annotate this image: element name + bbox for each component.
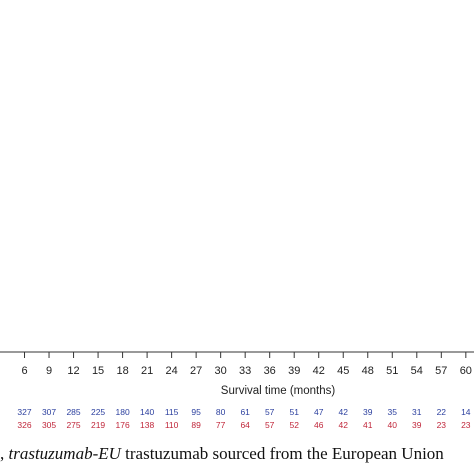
- risk-count: 47: [314, 407, 324, 417]
- caption-text: trastuzumab sourced from the European Un…: [120, 444, 444, 463]
- risk-count: 42: [339, 407, 349, 417]
- risk-count: 115: [165, 407, 179, 417]
- x-tick-label: 27: [190, 365, 202, 377]
- x-tick-label: 42: [313, 365, 325, 377]
- x-tick-label: 57: [435, 365, 447, 377]
- risk-count: 22: [437, 407, 447, 417]
- figure-caption: , trastuzumab-EU trastuzumab sourced fro…: [0, 444, 474, 474]
- risk-count: 80: [216, 407, 226, 417]
- x-tick-label: 48: [362, 365, 374, 377]
- risk-count: 64: [240, 420, 250, 430]
- risk-count: 40: [388, 420, 398, 430]
- risk-count: 57: [265, 420, 275, 430]
- x-tick-label: 6: [21, 365, 27, 377]
- risk-count: 140: [140, 407, 154, 417]
- caption-italic-term: trastuzumab-EU: [8, 444, 121, 463]
- x-tick-label: 39: [288, 365, 300, 377]
- risk-count: 89: [191, 420, 201, 430]
- risk-count: 31: [412, 407, 422, 417]
- x-tick-label: 9: [46, 365, 52, 377]
- risk-count: 57: [265, 407, 275, 417]
- x-tick-label: 60: [460, 365, 472, 377]
- risk-count: 42: [339, 420, 349, 430]
- risk-count: 110: [165, 420, 179, 430]
- x-tick-label: 30: [215, 365, 227, 377]
- x-axis-ticks: 6 9 12 15 18 21 24 27 30 33 36 39 42 45 48 51 54 57 60: [21, 352, 472, 377]
- x-tick-label: 12: [67, 365, 79, 377]
- caption-prefix: ,: [0, 444, 9, 463]
- x-tick-label: 21: [141, 365, 153, 377]
- risk-count: 61: [240, 407, 250, 417]
- risk-count: 305: [42, 420, 56, 430]
- risk-count: 39: [412, 420, 422, 430]
- x-tick-label: 33: [239, 365, 251, 377]
- risk-count: 180: [115, 407, 129, 417]
- risk-count: 138: [140, 420, 154, 430]
- x-tick-label: 54: [411, 365, 423, 377]
- risk-count: 275: [66, 420, 80, 430]
- x-axis-label: Survival time (months): [221, 385, 336, 397]
- risk-count: 225: [91, 407, 105, 417]
- risk-count: 95: [191, 407, 201, 417]
- risk-count: 51: [289, 407, 299, 417]
- risk-count: 326: [17, 420, 31, 430]
- risk-count: 219: [91, 420, 105, 430]
- risk-table: 327 307 285 225 180 140 115 95 80 61 57 51 47 42 39 35 3…: [17, 407, 470, 430]
- x-tick-label: 15: [92, 365, 104, 377]
- risk-count: 77: [216, 420, 226, 430]
- x-tick-label: 36: [264, 365, 276, 377]
- risk-count: 176: [115, 420, 129, 430]
- risk-count: 307: [42, 407, 56, 417]
- x-tick-label: 24: [165, 365, 177, 377]
- risk-count: 327: [17, 407, 31, 417]
- x-tick-label: 18: [116, 365, 128, 377]
- risk-count: 46: [314, 420, 324, 430]
- risk-count: 23: [461, 420, 471, 430]
- risk-count: 39: [363, 407, 373, 417]
- risk-count: 35: [388, 407, 398, 417]
- x-tick-label: 45: [337, 365, 349, 377]
- risk-count: 52: [289, 420, 299, 430]
- x-tick-label: 51: [386, 365, 398, 377]
- risk-count: 23: [437, 420, 447, 430]
- risk-count: 14: [461, 407, 471, 417]
- risk-count: 41: [363, 420, 373, 430]
- risk-count: 285: [66, 407, 80, 417]
